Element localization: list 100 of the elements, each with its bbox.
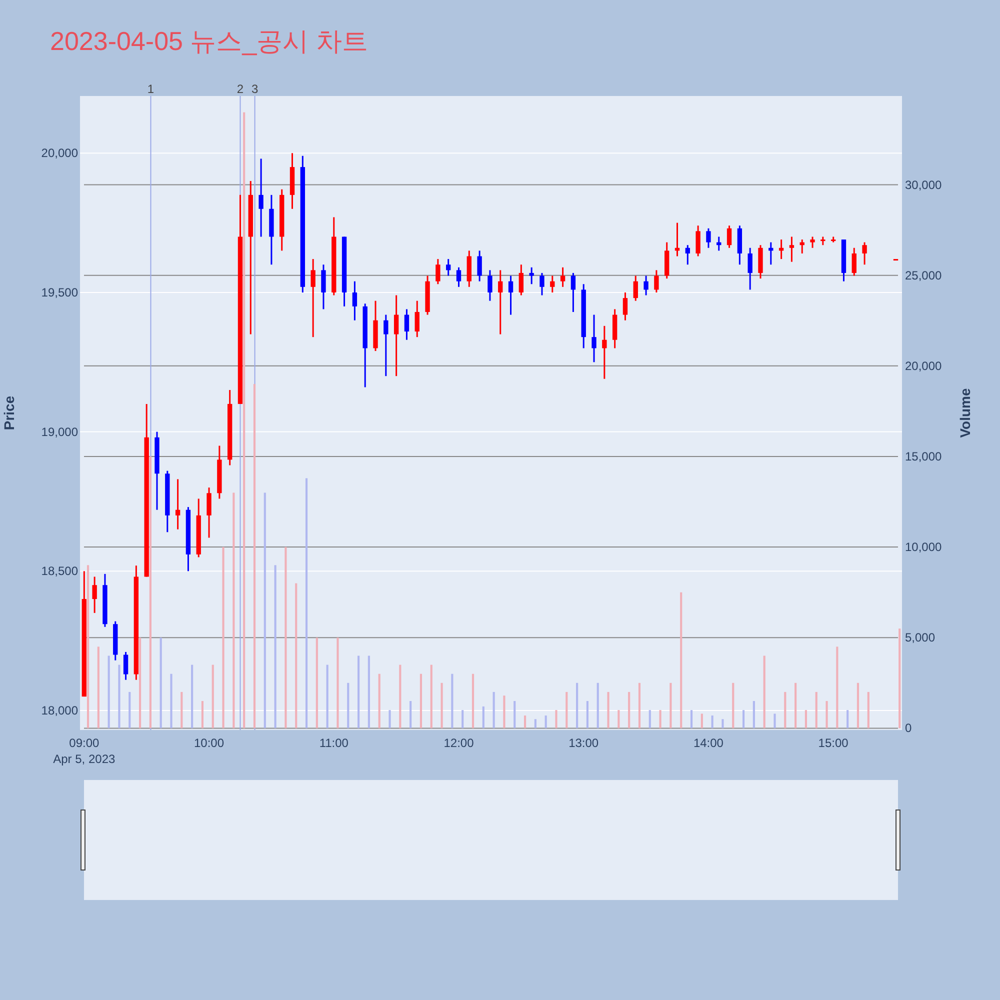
bar [638,682,641,728]
y2-tick-label: 0 [905,721,912,736]
candlestick [414,300,420,338]
candlestick [310,258,316,338]
bar [232,492,235,728]
candlestick [862,242,867,266]
candlestick [321,264,326,310]
bar [628,692,630,728]
candlestick [852,247,856,276]
bar [410,701,412,728]
bar [326,664,328,728]
bar [846,710,849,728]
bar [97,646,100,728]
bar [160,638,162,728]
bar [191,664,194,728]
bar [358,656,360,728]
bar [586,701,588,728]
candlestick [696,224,700,257]
bar [128,692,131,728]
bar [804,710,807,728]
bar [784,692,786,728]
bar [440,682,443,728]
bar [180,692,183,728]
bar [732,682,734,728]
bar [138,638,142,728]
bar [149,456,152,728]
bar [618,710,620,728]
bar [566,692,568,728]
bar [378,674,380,728]
candlestick [810,236,815,249]
bar [576,682,578,728]
bar [274,565,276,728]
candlestick [384,314,388,377]
candlestick [706,228,711,249]
bar [243,112,246,728]
x-tick-label: 14:00 [693,736,724,750]
bar [826,701,828,728]
candlestick [570,272,576,313]
bar [544,716,547,728]
bar [451,674,454,728]
y-axis-title: Price [1,396,17,430]
candlestick [352,280,358,322]
candlestick [175,478,180,530]
y2-tick-label: 15,000 [905,449,942,464]
x-tick-label: 09:00 Apr 5, 2023 [53,736,116,766]
y-tick-label: 18,000 [41,703,78,718]
bar [420,674,422,728]
bar [482,706,484,728]
x-tick-label: 12:00 [444,736,474,750]
candlestick [518,264,524,296]
ref-line-label: 2 [236,82,244,96]
bar [430,664,432,728]
candlestick [498,269,503,336]
bar [347,682,350,728]
y2-axis-title: Volume [957,388,973,438]
bar [118,664,120,728]
x-tick-label: 15:00 [818,736,849,750]
y2-tick-label: 10,000 [905,540,942,554]
bar [305,478,308,728]
bar [253,384,256,728]
bar [524,716,526,728]
bar [815,692,818,728]
bar [659,710,662,728]
bar [534,719,536,728]
candlestick [592,314,596,363]
y-tick-label: 20,000 [41,146,78,160]
candlestick [206,486,212,538]
bar [774,714,776,728]
bar [711,716,714,728]
bar [722,719,724,728]
candlestick [436,258,440,285]
candlestick [633,275,638,302]
x-tick-label: 11:00 [319,736,349,750]
y2-tick-label: 20,000 [905,358,942,373]
bar [680,592,682,728]
candlestick [456,266,462,288]
candlestick [92,576,97,614]
chart-title: 2023-04-05 뉴스_공시 차트 [50,26,368,56]
bar [763,656,766,728]
candlestick [394,294,399,377]
bar [222,547,224,728]
candlestick [622,292,628,322]
bar [368,656,370,728]
bar [752,701,755,728]
bar [690,710,693,728]
candlestick [123,651,128,681]
candlestick [529,266,534,285]
bar [201,701,204,728]
bar [514,701,516,728]
y2-tick-label: 30,000 [905,178,942,192]
candlestick [488,269,492,302]
bar [264,492,266,728]
x-tick-label: 13:00 [568,736,599,750]
bar [336,638,339,728]
candlestick [685,244,690,266]
ref-line-label: 3 [251,82,258,96]
candlestick [654,269,659,294]
candlestick [477,250,482,282]
bar [867,692,870,728]
bar [472,674,474,728]
